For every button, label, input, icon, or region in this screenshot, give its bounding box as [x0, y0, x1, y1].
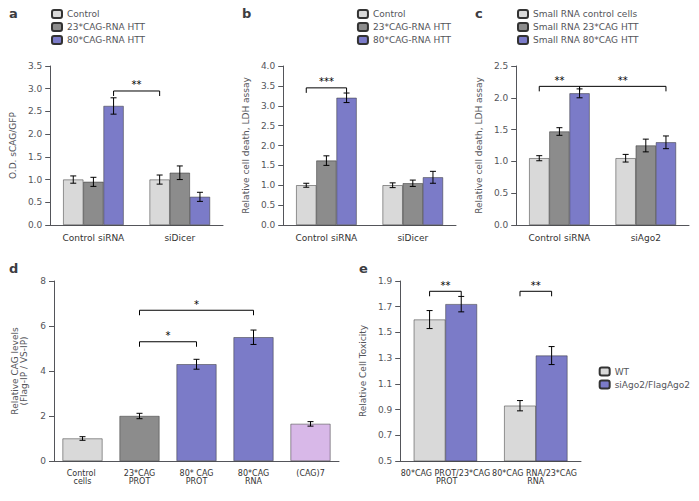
svg-text:Relative CAG levels: Relative CAG levels — [9, 327, 20, 415]
svg-text:23*CAG-RNA HTT: 23*CAG-RNA HTT — [67, 22, 146, 32]
svg-text:**: ** — [554, 75, 564, 86]
svg-text:0.9: 0.9 — [378, 405, 393, 415]
svg-text:23*CAG-RNA HTT: 23*CAG-RNA HTT — [373, 22, 452, 32]
svg-text:*: * — [194, 299, 199, 310]
svg-text:a: a — [9, 6, 18, 21]
svg-text:80*CAG-RNA HTT: 80*CAG-RNA HTT — [67, 35, 146, 45]
svg-text:d: d — [9, 261, 18, 276]
svg-text:Control siRNA: Control siRNA — [529, 233, 592, 243]
svg-text:1.0: 1.0 — [28, 175, 43, 185]
svg-text:Small RNA 80*CAG HTT: Small RNA 80*CAG HTT — [533, 35, 639, 45]
svg-text:1.0: 1.0 — [494, 156, 509, 166]
svg-text:80*CAG-RNA HTT: 80*CAG-RNA HTT — [373, 35, 452, 45]
svg-text:0.0: 0.0 — [28, 220, 43, 230]
svg-text:e: e — [359, 261, 368, 276]
svg-text:0: 0 — [40, 456, 46, 466]
svg-text:(Flag-IP / VS-IP): (Flag-IP / VS-IP) — [19, 336, 29, 405]
svg-text:Relative cell death, LDH assay: Relative cell death, LDH assay — [474, 77, 484, 214]
svg-text:O.D. sCAG/GFP: O.D. sCAG/GFP — [8, 112, 18, 179]
svg-text:Relative cell death, LDH assay: Relative cell death, LDH assay — [241, 77, 251, 214]
svg-text:siDicer: siDicer — [397, 233, 428, 243]
svg-text:PROT: PROT — [433, 477, 457, 486]
svg-text:4: 4 — [40, 366, 46, 376]
svg-text:0.0: 0.0 — [494, 220, 509, 230]
svg-text:b: b — [242, 6, 251, 21]
svg-text:2.5: 2.5 — [494, 61, 508, 71]
svg-text:Control siRNA: Control siRNA — [296, 233, 359, 243]
svg-text:siDicer: siDicer — [164, 233, 195, 243]
svg-text:2.5: 2.5 — [261, 121, 275, 131]
svg-text:1.0: 1.0 — [261, 180, 276, 190]
svg-text:0.7: 0.7 — [378, 430, 392, 440]
svg-text:2.0: 2.0 — [261, 141, 276, 151]
svg-text:Control: Control — [67, 9, 100, 19]
svg-text:siAgo2: siAgo2 — [631, 233, 661, 243]
svg-text:2.0: 2.0 — [28, 129, 43, 139]
svg-text:cells: cells — [74, 477, 92, 486]
svg-text:80*CAG PROT/23*CAG: 80*CAG PROT/23*CAG — [400, 468, 491, 478]
svg-text:siAgo2/FlagAgo2: siAgo2/FlagAgo2 — [615, 380, 690, 390]
svg-text:RNA: RNA — [527, 477, 545, 486]
svg-text:**: ** — [440, 280, 450, 291]
svg-text:3.5: 3.5 — [261, 81, 275, 91]
svg-text:4.0: 4.0 — [261, 61, 276, 71]
svg-text:(CAG)7: (CAG)7 — [296, 469, 324, 478]
svg-text:c: c — [475, 6, 483, 21]
svg-text:3.0: 3.0 — [261, 101, 276, 111]
svg-text:8: 8 — [40, 276, 46, 286]
svg-text:Small RNA 23*CAG HTT: Small RNA 23*CAG HTT — [533, 22, 639, 32]
svg-text:0.5: 0.5 — [28, 197, 42, 207]
svg-text:Small RNA control cells: Small RNA control cells — [533, 9, 637, 19]
svg-text:Control: Control — [373, 9, 406, 19]
svg-text:1.9: 1.9 — [378, 276, 393, 286]
svg-text:3.0: 3.0 — [28, 84, 43, 94]
svg-text:1.5: 1.5 — [378, 327, 392, 337]
svg-text:2.5: 2.5 — [28, 106, 42, 116]
svg-text:0.5: 0.5 — [261, 200, 275, 210]
svg-text:Control siRNA: Control siRNA — [63, 233, 126, 243]
svg-text:0.0: 0.0 — [261, 220, 276, 230]
svg-text:0.5: 0.5 — [494, 188, 508, 198]
svg-text:1.1: 1.1 — [378, 379, 392, 389]
svg-text:23*CAG: 23*CAG — [123, 468, 156, 478]
svg-text:**: ** — [531, 280, 541, 291]
svg-text:1.5: 1.5 — [261, 160, 275, 170]
svg-text:80*CAG: 80*CAG — [237, 468, 270, 478]
svg-text:80* CAG: 80* CAG — [179, 468, 214, 478]
svg-text:*: * — [166, 330, 171, 341]
svg-text:1.5: 1.5 — [28, 152, 42, 162]
svg-text:6: 6 — [40, 321, 46, 331]
svg-text:Relative Cell Toxicity: Relative Cell Toxicity — [358, 324, 368, 417]
svg-text:1.7: 1.7 — [378, 302, 392, 312]
svg-text:1.3: 1.3 — [378, 353, 392, 363]
svg-text:3.5: 3.5 — [28, 61, 42, 71]
svg-text:WT: WT — [615, 367, 630, 377]
svg-text:0.5: 0.5 — [378, 456, 392, 466]
svg-text:**: ** — [618, 75, 628, 86]
svg-text:RNA: RNA — [245, 477, 263, 486]
svg-text:***: *** — [319, 76, 334, 87]
svg-text:80*CAG RNA/23*CAG: 80*CAG RNA/23*CAG — [492, 468, 580, 478]
svg-text:**: ** — [132, 79, 142, 90]
svg-text:1.5: 1.5 — [494, 125, 508, 135]
svg-text:Control: Control — [66, 468, 99, 478]
svg-text:2: 2 — [40, 411, 46, 421]
svg-text:2.0: 2.0 — [494, 93, 509, 103]
svg-text:PROT: PROT — [186, 477, 208, 486]
svg-text:PROT: PROT — [129, 477, 151, 486]
